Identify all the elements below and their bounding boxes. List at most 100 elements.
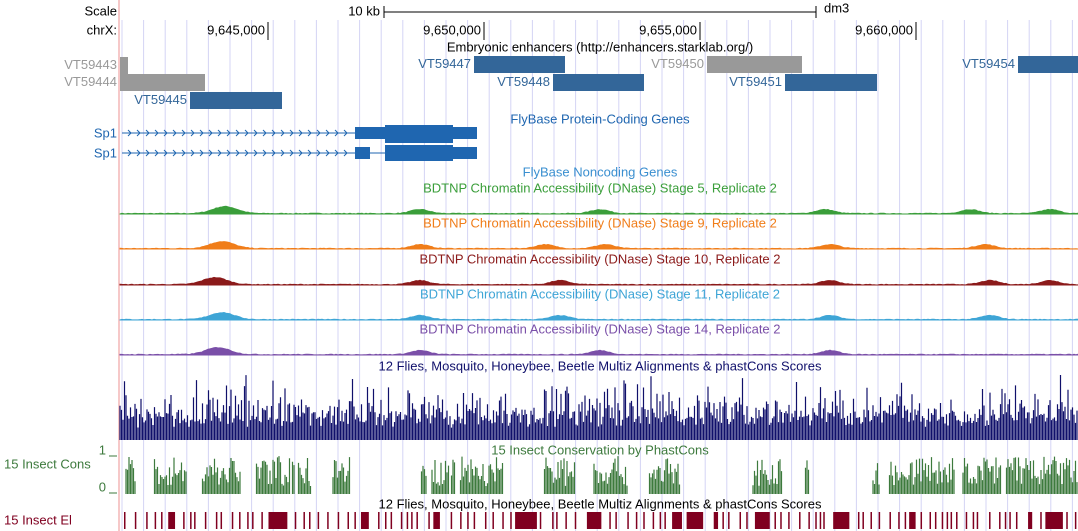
conserved-element bbox=[261, 512, 263, 529]
conserved-element bbox=[247, 512, 249, 529]
enhancer-label: VT59450 bbox=[651, 56, 704, 71]
conserved-element bbox=[146, 512, 148, 529]
conserved-element bbox=[686, 512, 704, 529]
conserved-element bbox=[384, 512, 387, 529]
conserved-element bbox=[934, 512, 937, 529]
dnase-signal bbox=[119, 346, 1078, 356]
conserved-element bbox=[713, 512, 719, 529]
conserved-element bbox=[664, 512, 666, 529]
conserved-element bbox=[406, 512, 409, 529]
conserved-element bbox=[586, 512, 602, 529]
conserved-element bbox=[473, 512, 476, 529]
conserved-element bbox=[168, 512, 176, 529]
conserved-element bbox=[833, 512, 850, 529]
conserved-element bbox=[898, 512, 900, 529]
enhancer-label: VT59454 bbox=[962, 56, 1015, 71]
conserved-element bbox=[878, 512, 881, 529]
conserved-element bbox=[1066, 512, 1068, 529]
dnase-signal bbox=[119, 276, 1078, 286]
dnase-signal bbox=[119, 311, 1078, 321]
strand-arrows bbox=[127, 149, 348, 157]
track-title: BDTNP Chromatin Accessibility (DNase) St… bbox=[419, 321, 780, 336]
ruler-position: 9,645,000 bbox=[207, 22, 265, 37]
strand-arrows bbox=[127, 129, 348, 137]
exon bbox=[385, 125, 453, 143]
scale-label: Scale bbox=[84, 3, 117, 18]
conserved-element bbox=[823, 512, 825, 529]
enhancer-label: VT59445 bbox=[134, 92, 187, 107]
conserved-element bbox=[904, 512, 907, 529]
conserved-element bbox=[728, 512, 730, 529]
conserved-element bbox=[309, 512, 311, 529]
dnase-signal bbox=[119, 205, 1078, 215]
track-label: 15 Insect Cons bbox=[4, 456, 91, 471]
conserved-element bbox=[190, 512, 192, 529]
conserved-element bbox=[467, 512, 469, 529]
axis-min: 0 bbox=[99, 479, 106, 494]
scale-text: 10 kb bbox=[348, 3, 380, 18]
chrom-label: chrX: bbox=[87, 22, 117, 37]
track-title: 12 Flies, Mosquito, Honeybee, Beetle Mul… bbox=[379, 358, 822, 373]
enhancer bbox=[120, 57, 128, 74]
track-title: BDTNP Chromatin Accessibility (DNase) St… bbox=[420, 286, 780, 301]
conserved-element bbox=[1015, 512, 1018, 529]
conserved-element bbox=[808, 512, 810, 529]
conserved-element bbox=[1009, 512, 1011, 529]
gene-label: Sp1 bbox=[94, 125, 117, 140]
conserved-element bbox=[416, 512, 418, 529]
conserved-element bbox=[400, 512, 403, 529]
exon bbox=[355, 147, 370, 159]
conserved-element bbox=[303, 512, 305, 529]
conserved-element bbox=[659, 512, 662, 529]
conserved-element bbox=[941, 512, 944, 529]
conserved-element bbox=[220, 512, 223, 529]
track-title: FlyBase Noncoding Genes bbox=[523, 164, 678, 179]
track-label: 15 Insect El bbox=[4, 512, 72, 527]
conserved-element bbox=[1074, 512, 1077, 529]
exon bbox=[355, 127, 385, 139]
enhancer-label: VT59444 bbox=[64, 74, 117, 89]
conserved-element bbox=[999, 512, 1001, 529]
conserved-element bbox=[565, 512, 567, 529]
conserved-element bbox=[327, 512, 329, 529]
assembly: dm3 bbox=[824, 0, 849, 15]
conserved-element bbox=[976, 512, 979, 529]
enhancer-label: VT59448 bbox=[497, 74, 550, 89]
conserved-element bbox=[929, 512, 932, 529]
track-title: Embryonic enhancers (http://enhancers.st… bbox=[447, 39, 753, 54]
conserved-element bbox=[788, 512, 790, 529]
conserved-element bbox=[428, 512, 430, 529]
exon bbox=[453, 147, 477, 159]
exon bbox=[453, 127, 477, 139]
enhancer bbox=[707, 56, 802, 73]
ruler-position: 9,660,000 bbox=[855, 22, 913, 37]
conserved-element bbox=[754, 512, 770, 529]
conserved-element bbox=[1040, 512, 1042, 529]
conserved-element bbox=[124, 512, 126, 529]
axis-max: 1 bbox=[99, 442, 106, 457]
conserved-element bbox=[946, 512, 949, 529]
conserved-element bbox=[950, 512, 953, 529]
ruler-position: 9,655,000 bbox=[639, 22, 697, 37]
gene-label: Sp1 bbox=[94, 145, 117, 160]
enhancer bbox=[190, 92, 282, 109]
conserved-element bbox=[460, 512, 462, 529]
dnase-signal bbox=[119, 241, 1078, 250]
conserved-element bbox=[627, 512, 629, 529]
enhancer-label: VT59451 bbox=[729, 74, 782, 89]
conserved-element bbox=[390, 512, 393, 529]
exon bbox=[385, 145, 453, 161]
conserved-element bbox=[989, 512, 991, 529]
conserved-element bbox=[556, 512, 558, 529]
track-title: BDTNP Chromatin Accessibility (DNase) St… bbox=[419, 251, 780, 266]
conserved-element bbox=[252, 512, 254, 529]
conserved-element bbox=[411, 512, 413, 529]
conserved-element bbox=[819, 512, 822, 529]
enhancer bbox=[474, 56, 565, 73]
enhancer bbox=[120, 74, 205, 91]
enhancer bbox=[1018, 56, 1078, 73]
conserved-element bbox=[347, 512, 349, 529]
conserved-element bbox=[215, 512, 218, 529]
track-title: FlyBase Protein-Coding Genes bbox=[510, 111, 690, 126]
